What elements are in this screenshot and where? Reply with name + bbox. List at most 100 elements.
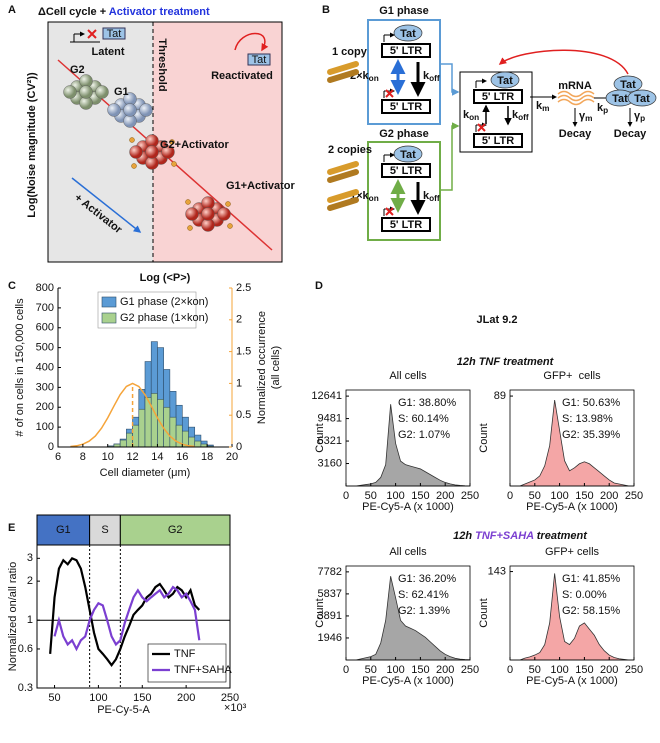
- tat: [490, 71, 520, 89]
- x-tick-label: 14: [151, 451, 163, 463]
- y-axis-label: Count: [478, 423, 490, 452]
- y2-tick-label: 2.5: [236, 282, 251, 294]
- title-highlight: Activator treatment: [109, 6, 210, 18]
- distribution: [346, 576, 471, 661]
- x-tick-label: 0: [507, 664, 513, 676]
- ltr-label: 5' LTR: [390, 45, 422, 57]
- cell: [107, 103, 121, 117]
- tat-label: Tat: [400, 28, 416, 40]
- plot-frame: [345, 389, 471, 487]
- plot-title: All cells: [389, 546, 427, 558]
- gene-box: [459, 71, 533, 153]
- x-tick-label: 150: [133, 692, 151, 704]
- panel-label: C: [8, 280, 16, 292]
- tat-label: Tat: [252, 54, 267, 66]
- ltr-box: [381, 43, 431, 58]
- y-tick-label: 2: [27, 575, 33, 587]
- gamma-p-label-sub: p: [640, 114, 645, 123]
- stat: G2: 1.07%: [398, 429, 450, 441]
- y-axis-label: Normalized on/all ratio: [7, 562, 19, 671]
- y-tick-label: 1946: [318, 632, 342, 644]
- tat-label: Tat: [497, 75, 513, 87]
- treatment-title: 12h TNF treatment: [457, 356, 555, 368]
- x-tick-label: 100: [550, 664, 568, 676]
- activator-arrow: [71, 177, 142, 233]
- stat: S: 0.00%: [562, 589, 607, 601]
- ltr-box: [473, 133, 523, 148]
- y2-axis-label: Normalized occurrence: [256, 311, 268, 424]
- legend: [147, 643, 227, 683]
- tat: [627, 89, 657, 107]
- k-off-label-base: k: [423, 70, 430, 82]
- cell: [139, 103, 153, 117]
- y-tick-label: 1: [27, 614, 33, 626]
- two-copies-label: 2 copies: [328, 144, 372, 156]
- x-tick-label: 150: [575, 664, 593, 676]
- x-axis-label: PE-Cy5-A (x 1000): [526, 675, 618, 687]
- title: ΔCell cycle +: [38, 6, 109, 18]
- legend-label: G1 phase (2×kon): [120, 296, 208, 308]
- x-axis-label: PE-Cy5-A (x 1000): [362, 675, 454, 687]
- stat: G1: 36.20%: [398, 573, 456, 585]
- ltr-box: [381, 217, 431, 232]
- phase-box: [119, 514, 231, 546]
- tat-label: Tat: [107, 28, 122, 40]
- y2-axis-label: (all cells): [270, 346, 282, 389]
- g2-box: [367, 141, 441, 241]
- treatment-title: 12h TNF+SAHA treatment: [453, 530, 588, 542]
- g2-activator-label: G2+Activator: [160, 139, 229, 151]
- x-tick-label: 250: [461, 664, 479, 676]
- x-tick-label: 200: [436, 664, 454, 676]
- stat: G2: 1.39%: [398, 605, 450, 617]
- k-on-label-sub: on: [369, 194, 379, 203]
- decay-label: Decay: [614, 128, 647, 140]
- y2-tick-label: 0.5: [236, 409, 251, 421]
- x-tick-label: 150: [411, 490, 429, 502]
- g1-label: G1: [114, 86, 129, 98]
- g2-label: G2: [70, 64, 85, 76]
- chromosome: [327, 197, 359, 211]
- plot-frame: [345, 565, 471, 661]
- y-tick-label: 200: [36, 401, 54, 413]
- x-tick-label: 200: [600, 664, 618, 676]
- y-tick-label: 143: [488, 565, 506, 577]
- phase-box: [89, 514, 121, 546]
- plot-frame: [509, 565, 635, 661]
- stat: S: 60.14%: [398, 413, 449, 425]
- y-axis-label: Count: [314, 598, 326, 627]
- block-x: [87, 29, 97, 39]
- phase-label: G2: [168, 524, 183, 536]
- ltr-label: 5' LTR: [482, 91, 514, 103]
- treatment-prefix: 12h: [453, 530, 475, 542]
- reactivated-label: Reactivated: [211, 70, 273, 82]
- k-on-label-sub: on: [469, 113, 479, 122]
- chromosome: [327, 161, 359, 175]
- x-axis-label: Log (<P>): [140, 272, 191, 284]
- x-tick-label: 100: [386, 664, 404, 676]
- y-tick-label: 0.6: [18, 643, 33, 655]
- k-p-label-sub: p: [603, 106, 608, 115]
- x-tick-label: 50: [529, 664, 541, 676]
- cell: [161, 145, 175, 159]
- x-tick-label: 250: [625, 490, 643, 502]
- gamma-p-label: γp: [634, 110, 645, 123]
- x-tick-label: 18: [201, 451, 213, 463]
- x-tick-label: 50: [48, 692, 60, 704]
- k-on-label-sub: on: [369, 74, 379, 83]
- gamma-m-label-base: γ: [579, 110, 586, 122]
- activator: [171, 161, 177, 167]
- y-tick-label: 3160: [318, 457, 342, 469]
- panel-label: B: [322, 4, 330, 16]
- plot-frame: [36, 544, 231, 689]
- g1-box: [367, 19, 441, 125]
- panel-label: D: [315, 280, 323, 292]
- activator: [131, 163, 137, 169]
- panel-a-frame: [47, 21, 283, 263]
- y-tick-label: 89: [494, 390, 506, 402]
- y-tick-label: 600: [36, 322, 54, 334]
- activator: [225, 201, 231, 207]
- g1-phase-label: G1 phase: [379, 5, 429, 17]
- one-copy-label: 1 copy: [332, 46, 368, 58]
- x-tick-label: 6: [55, 451, 61, 463]
